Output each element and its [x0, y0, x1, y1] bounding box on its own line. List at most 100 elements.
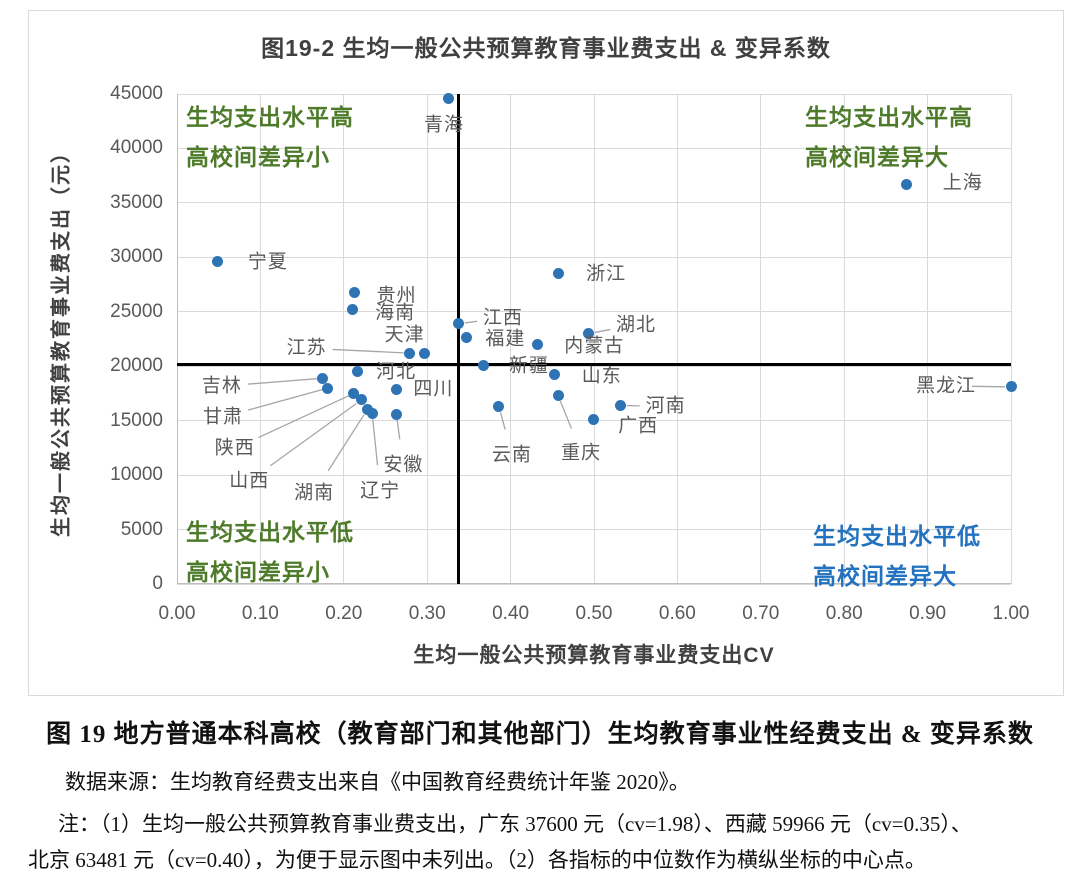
data-point: [442, 92, 454, 104]
data-point-label: 安徽: [383, 454, 424, 476]
y-tick-label: 0: [152, 573, 163, 594]
gridline-horizontal: [177, 474, 1011, 476]
y-tick-label: 35000: [110, 191, 163, 213]
gridline-horizontal: [177, 311, 1011, 313]
quadrant-annotation-top-right: 生均支出水平高 高校间差异大: [805, 104, 973, 170]
data-point: [583, 328, 595, 340]
x-tick-label: 1.00: [992, 603, 1030, 624]
x-tick-label: 0.20: [325, 603, 363, 624]
data-point: [901, 178, 913, 190]
gridline-vertical: [343, 94, 345, 584]
note-line-1: 注：（1）生均一般公共预算教育事业费支出，广东 37600 元（cv=1.98）…: [58, 812, 972, 836]
y-tick-label: 25000: [110, 300, 163, 322]
gridline-horizontal: [177, 256, 1011, 258]
data-point: [552, 390, 564, 402]
data-point: [351, 366, 363, 378]
gridline-horizontal: [177, 93, 1011, 95]
label-leader-line: [971, 385, 1006, 388]
data-point: [493, 401, 505, 412]
data-point-label: 吉林: [201, 375, 242, 397]
median-x-line: [457, 94, 461, 584]
gridline-vertical: [843, 94, 845, 584]
gridline-vertical: [760, 94, 762, 584]
data-point-label: 青海: [424, 114, 465, 136]
label-leader-line: [594, 328, 611, 334]
data-point: [390, 408, 402, 420]
gridline-vertical: [593, 94, 595, 584]
y-axis-line: [177, 94, 178, 584]
gridline-horizontal: [177, 202, 1011, 204]
data-point: [322, 382, 334, 394]
data-point: [552, 268, 564, 280]
label-leader-line: [327, 414, 365, 472]
data-point-label: 江苏: [286, 337, 327, 359]
data-point: [212, 256, 224, 268]
quadrant-annotation-bottom-left: 生均支出水平低 高校间差异小: [186, 519, 354, 585]
y-tick-label: 5000: [120, 518, 163, 540]
x-axis-line: [177, 583, 1011, 584]
data-point: [349, 286, 361, 298]
x-tick-label: 0.40: [492, 603, 530, 624]
data-point-label: 福建: [485, 328, 526, 350]
y-tick-label: 45000: [110, 83, 163, 104]
data-point: [460, 332, 472, 344]
quadrant-annotation-top-left: 生均支出水平高 高校间差异小: [186, 104, 354, 170]
gridline-horizontal: [177, 529, 1011, 531]
chart-figure: 图19-2 生均一般公共预算教育事业费支出 & 变异系数 生均一般公共预算教育事…: [28, 10, 1064, 696]
data-point: [317, 372, 329, 384]
y-tick-label: 30000: [110, 246, 163, 268]
data-point-label: 江西: [482, 307, 523, 329]
y-tick-label: 10000: [110, 464, 163, 486]
data-point-label: 浙江: [586, 263, 627, 285]
gridline-vertical: [259, 94, 261, 584]
gridline-horizontal: [177, 147, 1011, 149]
data-point-label: 贵州: [376, 285, 417, 307]
x-tick-label: 0.60: [658, 603, 696, 624]
label-leader-line: [372, 418, 379, 466]
label-leader-line: [258, 395, 349, 439]
y-tick-label: 20000: [110, 355, 163, 377]
label-leader-line: [247, 378, 318, 385]
gridline-horizontal: [177, 365, 1011, 367]
data-point: [366, 407, 378, 419]
gridline-horizontal: [177, 583, 1011, 585]
data-point-label: 海南: [375, 302, 416, 324]
median-y-line: [177, 362, 1011, 366]
y-tick-label: 15000: [110, 409, 163, 431]
data-point-label: 河南: [645, 395, 686, 417]
data-point-label: 甘肃: [202, 406, 243, 428]
x-tick-label: 0.80: [825, 603, 863, 624]
data-point-label: 山东: [581, 365, 622, 387]
x-tick-label: 0.70: [742, 603, 780, 624]
data-point-label: 广西: [618, 415, 659, 437]
data-point: [531, 338, 543, 350]
data-point-label: 内蒙古: [564, 335, 625, 357]
data-point: [419, 347, 431, 359]
note-line-2: 北京 63481 元（cv=0.40），为便于显示图中未列出。（2）各指标的中位…: [28, 848, 926, 872]
label-leader-line: [396, 419, 401, 440]
x-axis-title: 生均一般公共预算教育事业费支出CV: [413, 644, 775, 667]
figure-caption: 图 19 地方普通本科高校（教育部门和其他部门）生均教育事业性经费支出 & 变异…: [46, 721, 1034, 748]
x-tick-label: 0.90: [909, 603, 947, 624]
label-leader-line: [559, 400, 573, 429]
data-point: [478, 359, 490, 371]
x-tick-label: 0.50: [575, 603, 613, 624]
data-point: [1005, 381, 1017, 393]
data-point-label: 辽宁: [360, 480, 401, 502]
data-point: [404, 347, 416, 359]
caption-block: 图 19 地方普通本科高校（教育部门和其他部门）生均教育事业性经费支出 & 变异…: [0, 702, 1080, 874]
data-source-line: 数据来源：生均教育经费支出来自《中国教育经费统计年鉴 2020》。: [65, 770, 690, 794]
data-point: [549, 369, 561, 381]
gridline-vertical: [1010, 94, 1012, 584]
data-point: [453, 318, 465, 330]
gridline-vertical: [927, 94, 929, 584]
x-tick-label: 0.30: [408, 603, 446, 624]
label-leader-line: [464, 320, 478, 324]
data-point: [615, 399, 627, 411]
data-point-label: 新疆: [508, 355, 549, 377]
x-tick-label: 0.00: [158, 603, 196, 624]
data-point: [587, 414, 599, 426]
gridline-vertical: [676, 94, 678, 584]
data-point-label: 四川: [413, 378, 454, 400]
plot-area: 青海 上海 宁夏 浙江 贵州 海南 江西 湖北 福建 内蒙古 江苏 天津 新疆 河北 山东 吉林 黑龙江 甘肃 四川…: [176, 92, 1017, 589]
